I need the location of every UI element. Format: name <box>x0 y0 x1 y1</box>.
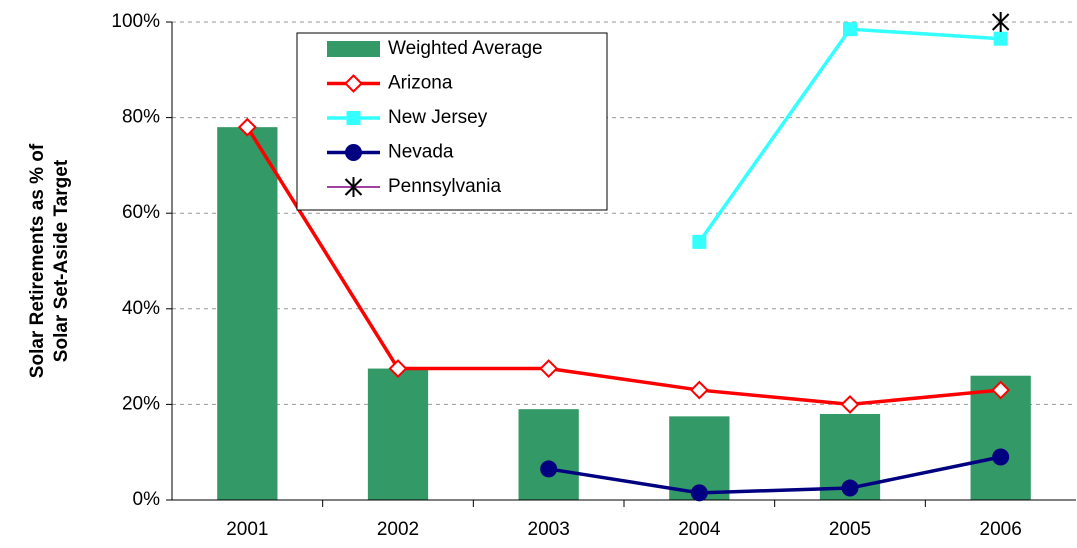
x-tick-label: 2002 <box>377 519 419 540</box>
marker <box>388 359 408 378</box>
bar <box>518 409 579 500</box>
marker <box>344 177 363 197</box>
series-1 <box>237 117 1011 414</box>
marker <box>345 144 362 161</box>
marker <box>692 234 707 249</box>
marker <box>991 12 1010 32</box>
y-axis-title-line: Solar Retirements as % of <box>27 143 48 378</box>
y-tick-label: 80% <box>122 107 160 128</box>
marker <box>237 117 257 137</box>
marker <box>992 448 1010 466</box>
marker <box>841 479 859 497</box>
y-tick-label: 0% <box>133 489 161 510</box>
marker <box>539 359 559 378</box>
x-tick-label: 2005 <box>829 519 871 540</box>
line <box>697 27 1001 243</box>
marker <box>346 111 361 125</box>
y-axis-title-line: Solar Set-Aside Target <box>51 159 72 362</box>
legend-label: Arizona <box>388 73 453 94</box>
legend-swatch <box>327 41 380 57</box>
bar <box>217 127 278 500</box>
line <box>548 455 1002 495</box>
marker <box>344 74 363 93</box>
legend-label: Nevada <box>388 142 454 163</box>
series-4 <box>991 12 1010 32</box>
bar <box>367 368 429 500</box>
y-tick-label: 20% <box>122 393 160 414</box>
marker <box>991 380 1011 400</box>
marker <box>840 394 860 414</box>
marker <box>690 484 708 502</box>
marker <box>540 460 558 478</box>
x-tick-label: 2003 <box>528 519 570 540</box>
marker <box>843 22 857 37</box>
y-tick-label: 40% <box>122 298 160 319</box>
y-tick-label: 100% <box>111 11 160 32</box>
legend-label: New Jersey <box>388 107 488 128</box>
y-tick-label: 60% <box>122 202 160 223</box>
legend-label: Pennsylvania <box>388 176 501 197</box>
line <box>245 126 1001 407</box>
legend-label: Weighted Average <box>388 38 543 59</box>
x-tick-label: 2006 <box>980 519 1022 540</box>
x-tick-label: 2004 <box>678 519 721 540</box>
series-3 <box>540 448 1010 502</box>
series-2 <box>692 22 1008 249</box>
marker <box>993 31 1008 46</box>
marker <box>689 380 709 400</box>
legend: Weighted Average Arizona New Jersey Nevada P… <box>296 32 608 211</box>
y-axis-title: Solar Retirements as % of Solar Set-Asid… <box>27 143 72 378</box>
x-tick-label: 2001 <box>226 519 268 540</box>
